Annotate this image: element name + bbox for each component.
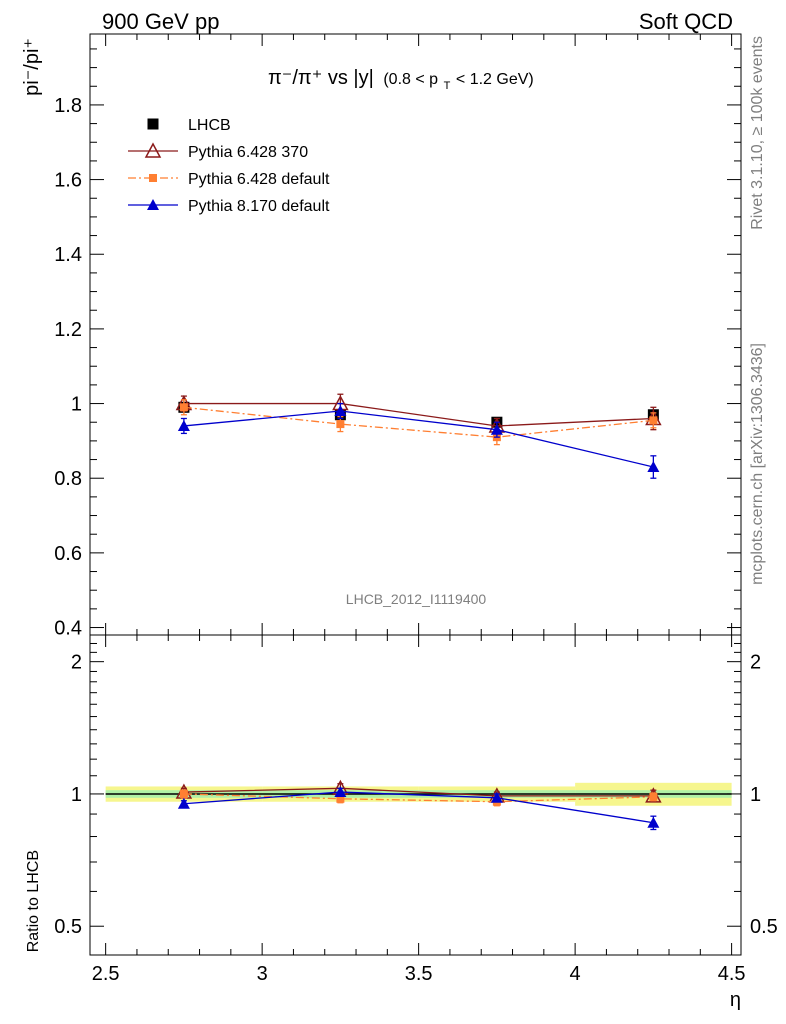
plot-title-main: π⁻/π⁺ vs |y| (268, 67, 374, 89)
plot-title-cut: (0.8 < p (383, 71, 438, 88)
series-line (183, 402, 654, 427)
legend-label: Pythia 8.170 default (188, 198, 330, 215)
y-tick-label: 1 (71, 394, 82, 416)
series-3 (177, 402, 660, 479)
legend-label: Pythia 6.428 370 (188, 144, 308, 161)
plot-title: π⁻/π⁺ vs |y| (0.8 < p T < 1.2 GeV) (268, 67, 534, 94)
x-tick-label: 2.5 (92, 963, 120, 985)
series-line (183, 406, 654, 438)
ratio-series-layer (175, 779, 662, 831)
y-tick-label: 0.6 (54, 543, 82, 565)
y-tick-label: 1.2 (54, 319, 82, 341)
data-point (179, 789, 188, 798)
legend-marker (147, 118, 159, 130)
data-point (490, 423, 503, 435)
analysis-id: LHCB_2012_I1119400 (346, 591, 487, 607)
header-right: Soft QCD (639, 9, 733, 34)
mcplots-label: mcplots.cern.ch [arXiv:1306.3436] (749, 343, 766, 585)
series-line (183, 791, 654, 824)
y-tick-label: 0.8 (54, 468, 82, 490)
series-line (183, 793, 654, 803)
legend-item: Pythia 6.428 370 (128, 142, 308, 161)
y-tick-label: 1.8 (54, 95, 82, 117)
header-left: 900 GeV pp (102, 9, 219, 34)
ratio-panel-frame (89, 634, 742, 956)
ratio-y-tick-label-left: 1 (71, 784, 82, 806)
x-ticks: 2.5 3 3.5 4 4.5 (92, 34, 746, 985)
ratio-ticks: 0.5 0.5 1 1 2 2 (54, 642, 778, 938)
data-point (177, 797, 190, 809)
plot-title-cut-end: < 1.2 GeV) (456, 71, 534, 88)
main-y-axis-label: pi⁻/pi⁺ (21, 38, 43, 96)
series-line (183, 787, 654, 797)
main-series-layer (175, 393, 662, 479)
y-tick-label: 1.4 (54, 244, 82, 266)
data-point (334, 786, 347, 798)
data-point (647, 461, 660, 473)
legend-item: Pythia 6.428 default (128, 171, 330, 188)
ratio-y-tick-label-left: 0.5 (54, 916, 82, 938)
ratio-y-tick-label-right: 2 (750, 652, 761, 674)
y-tick-label: 1.6 (54, 170, 82, 192)
data-point (179, 403, 188, 412)
x-tick-label: 4.5 (718, 963, 746, 985)
data-point (177, 419, 190, 431)
main-ticks: 0.4 0.6 0.8 1 1.2 1.4 1.6 1.8 (54, 48, 741, 640)
legend-marker (147, 199, 159, 210)
legend-item: Pythia 8.170 default (128, 198, 330, 215)
legend: LHCB Pythia 6.428 370 Pythia 6.428 default… (128, 117, 330, 215)
data-point (334, 405, 347, 417)
x-tick-label: 4 (570, 963, 581, 985)
y-tick-label: 0.4 (54, 618, 82, 640)
series-line (183, 410, 654, 468)
ratio-y-tick-label-left: 2 (71, 652, 82, 674)
data-point (647, 816, 660, 828)
x-tick-label: 3 (257, 963, 268, 985)
rivet-label: Rivet 3.1.10, ≥ 100k events (749, 36, 766, 230)
ratio-y-tick-label-right: 1 (750, 784, 761, 806)
legend-label: LHCB (188, 117, 231, 134)
x-tick-label: 3.5 (405, 963, 433, 985)
data-point (649, 416, 658, 425)
x-axis-label: η (730, 989, 741, 1011)
plot-title-cut-sub: T (444, 80, 451, 92)
ratio-y-axis-label: Ratio to LHCB (25, 850, 42, 952)
ratio-y-tick-label-right: 0.5 (750, 916, 778, 938)
legend-item: LHCB (147, 117, 231, 134)
legend-marker (144, 142, 162, 158)
series-2 (177, 786, 660, 831)
data-point (649, 792, 658, 801)
data-point (336, 420, 345, 429)
legend-marker (149, 174, 157, 182)
legend-label: Pythia 6.428 default (188, 171, 330, 188)
data-point (490, 791, 503, 803)
data-point (336, 794, 345, 803)
